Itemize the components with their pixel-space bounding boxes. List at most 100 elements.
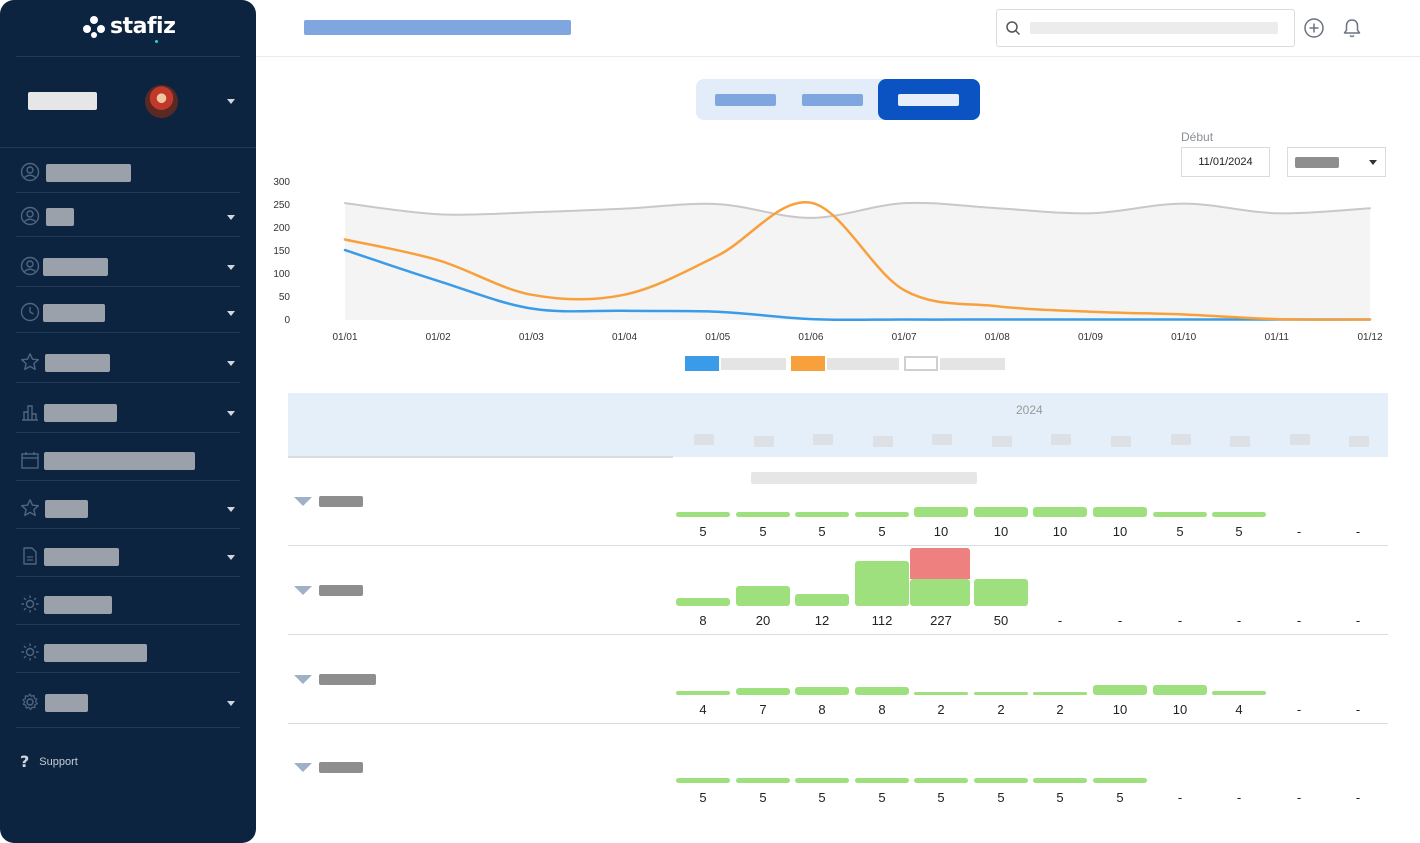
capacity-bar[interactable] — [1033, 692, 1087, 695]
capacity-bar[interactable] — [910, 579, 970, 606]
sidebar-item-11[interactable] — [16, 630, 240, 674]
chevron-down-icon[interactable] — [227, 265, 235, 270]
capacity-bar[interactable] — [974, 507, 1028, 517]
sidebar-item-10[interactable] — [16, 582, 240, 626]
capacity-bar[interactable] — [676, 512, 730, 517]
expand-caret-icon[interactable] — [294, 763, 312, 772]
capacity-bar[interactable] — [1212, 691, 1266, 695]
tab-2[interactable] — [790, 79, 878, 120]
y-tick-label: 200 — [273, 223, 290, 234]
cell-value: 50 — [993, 613, 1009, 628]
chevron-down-icon[interactable] — [227, 311, 235, 316]
cell-value: 5 — [937, 790, 945, 805]
search-input[interactable] — [996, 9, 1295, 47]
cell-value: - — [1117, 613, 1123, 628]
capacity-bar[interactable] — [1153, 512, 1207, 517]
capacity-bar[interactable] — [1093, 778, 1147, 783]
view-tabs — [696, 79, 980, 120]
sidebar-divider — [16, 480, 240, 481]
capacity-bar[interactable] — [676, 598, 730, 606]
capacity-bar[interactable] — [1153, 685, 1207, 695]
capacity-bar[interactable] — [676, 691, 730, 695]
row-label — [319, 585, 363, 596]
capacity-bar[interactable] — [1093, 685, 1147, 695]
cell-value: 8 — [818, 702, 826, 717]
sidebar-divider — [16, 624, 240, 625]
capacity-bar[interactable] — [1212, 512, 1266, 517]
sidebar-item-label — [43, 304, 105, 322]
capacity-bar[interactable] — [855, 687, 909, 695]
chevron-down-icon[interactable] — [227, 361, 235, 366]
capacity-bar[interactable] — [974, 692, 1028, 695]
tab-3-active[interactable] — [878, 79, 980, 120]
sidebar-item-3[interactable] — [16, 244, 240, 288]
cell-value: - — [1296, 613, 1302, 628]
chevron-down-icon[interactable] — [227, 411, 235, 416]
capacity-bar[interactable] — [795, 594, 849, 606]
brand-logo[interactable]: stafiz — [82, 14, 176, 39]
start-date-input[interactable]: 11/01/2024 — [1181, 147, 1270, 177]
expand-caret-icon[interactable] — [294, 497, 312, 506]
calendar-icon — [21, 452, 39, 469]
chevron-down-icon[interactable] — [227, 215, 235, 220]
bell-icon[interactable] — [1341, 17, 1363, 39]
cell-value: 2 — [997, 702, 1005, 717]
capacity-bar[interactable] — [914, 778, 968, 783]
legend-swatch-blue[interactable] — [685, 356, 719, 371]
x-tick-label: 01/07 — [892, 332, 917, 343]
capacity-bar[interactable] — [676, 778, 730, 783]
capacity-bar[interactable] — [795, 778, 849, 783]
tab-1[interactable] — [704, 79, 790, 120]
capacity-bar[interactable] — [855, 778, 909, 783]
capacity-bar[interactable] — [736, 512, 790, 517]
sidebar-item-8[interactable] — [16, 486, 240, 530]
capacity-bar[interactable] — [914, 507, 968, 517]
row-divider — [288, 723, 1388, 724]
chevron-down-icon[interactable] — [227, 701, 235, 706]
capacity-bar[interactable] — [795, 512, 849, 517]
capacity-bar[interactable] — [736, 586, 790, 606]
overload-bar[interactable] — [910, 548, 970, 579]
sidebar-item-5[interactable] — [16, 340, 240, 384]
capacity-bar[interactable] — [855, 561, 909, 606]
chevron-down-icon[interactable] — [227, 99, 235, 104]
sidebar-item-label — [46, 208, 74, 226]
clock-icon — [20, 302, 40, 322]
capacity-bar[interactable] — [914, 692, 968, 695]
avatar[interactable] — [145, 85, 178, 118]
capacity-bar[interactable] — [974, 579, 1028, 606]
cell-value: 227 — [930, 613, 952, 628]
plus-circle-icon[interactable] — [1303, 17, 1325, 39]
series-area-gray — [345, 202, 1370, 320]
capacity-bar[interactable] — [974, 778, 1028, 783]
capacity-bar[interactable] — [1033, 507, 1087, 517]
chevron-down-icon — [1369, 160, 1377, 165]
capacity-bar[interactable] — [1033, 778, 1087, 783]
capacity-bar[interactable] — [1093, 507, 1147, 517]
expand-caret-icon[interactable] — [294, 586, 312, 595]
sidebar-item-12[interactable] — [16, 680, 240, 724]
capacity-bar[interactable] — [795, 687, 849, 695]
capacity-bar[interactable] — [736, 778, 790, 783]
legend-swatch-gray[interactable] — [904, 356, 938, 371]
logo-icon — [83, 15, 105, 38]
chevron-down-icon[interactable] — [227, 555, 235, 560]
sidebar-item-7[interactable] — [16, 438, 240, 482]
capacity-bar[interactable] — [736, 688, 790, 695]
cell-value: 5 — [818, 790, 826, 805]
period-select[interactable] — [1287, 147, 1386, 177]
x-tick-label: 01/06 — [798, 332, 823, 343]
y-tick-label: 250 — [273, 200, 290, 211]
capacity-bar[interactable] — [855, 512, 909, 517]
sidebar-item-9[interactable] — [16, 534, 240, 578]
legend-swatch-orange[interactable] — [791, 356, 825, 371]
search-icon — [1006, 21, 1021, 36]
month-header — [932, 434, 952, 445]
sidebar-item-4[interactable] — [16, 290, 240, 334]
support-link[interactable]: ? Support — [20, 752, 78, 771]
chevron-down-icon[interactable] — [227, 507, 235, 512]
sidebar-item-1[interactable] — [16, 150, 240, 194]
sidebar-item-6[interactable] — [16, 390, 240, 434]
sidebar-item-2[interactable] — [16, 194, 240, 238]
expand-caret-icon[interactable] — [294, 675, 312, 684]
